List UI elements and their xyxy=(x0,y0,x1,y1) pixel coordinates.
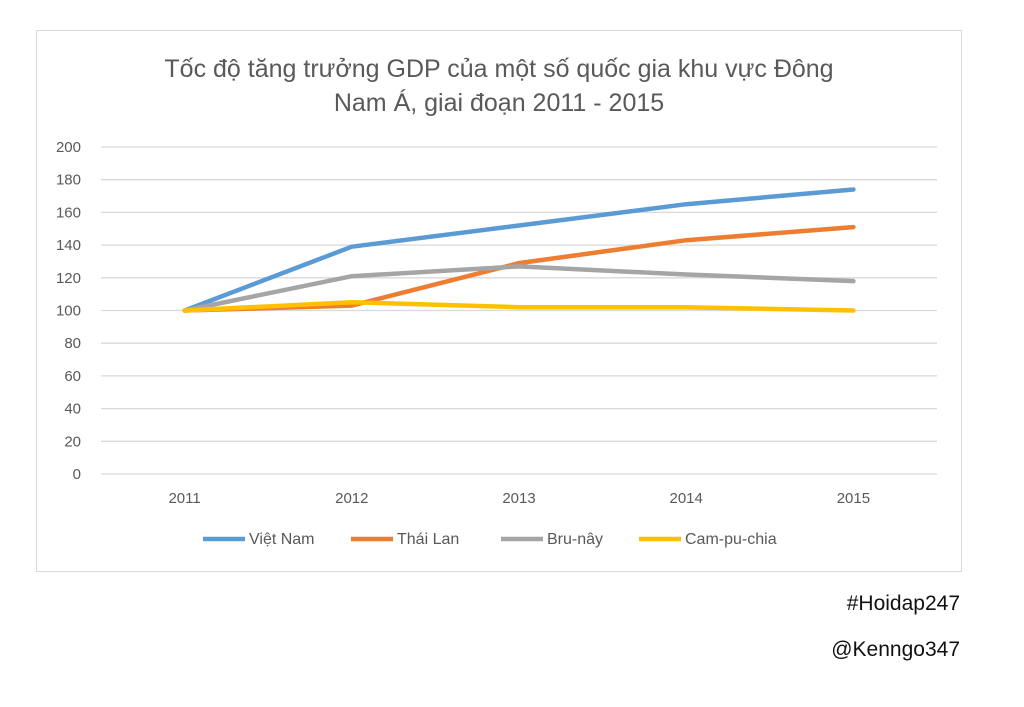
chart-title-line: Nam Á, giai đoạn 2011 - 2015 xyxy=(334,88,664,117)
series-lines xyxy=(182,187,856,313)
y-tick-label: 0 xyxy=(73,466,81,483)
legend-label: Bru-nây xyxy=(547,531,603,548)
y-tick-label: 160 xyxy=(56,204,81,221)
y-tick-label: 40 xyxy=(64,401,81,418)
series-line xyxy=(182,300,856,313)
y-tick-label: 200 xyxy=(56,139,81,156)
author-label: @Kenngo347 xyxy=(831,638,960,661)
series-line xyxy=(182,187,856,313)
x-tick-label: 2015 xyxy=(837,490,870,507)
chart-title-line: Tốc độ tăng trưởng GDP của một số quốc g… xyxy=(164,55,833,83)
x-tick-label: 2013 xyxy=(502,490,535,507)
x-tick-label: 2011 xyxy=(168,490,200,507)
x-tick-label: 2012 xyxy=(335,490,368,507)
chart-frame: Tốc độ tăng trưởng GDP của một số quốc g… xyxy=(36,30,962,572)
y-tick-label: 80 xyxy=(64,335,81,352)
series-line xyxy=(182,264,856,313)
legend-label: Cam-pu-chia xyxy=(685,531,777,548)
chart-title: Tốc độ tăng trưởng GDP của một số quốc g… xyxy=(164,55,833,117)
legend: Việt Nam Thái Lan Bru-nây Cam-pu-chia xyxy=(203,531,777,548)
y-tick-label: 140 xyxy=(56,237,81,254)
y-tick-label: 100 xyxy=(56,303,81,320)
y-tick-label: 60 xyxy=(64,368,81,385)
legend-label: Việt Nam xyxy=(249,531,315,548)
series-line xyxy=(182,224,856,313)
y-tick-label: 20 xyxy=(64,433,81,450)
hashtag-label: #Hoidap247 xyxy=(846,592,960,615)
x-tick-label: 2014 xyxy=(670,490,703,507)
y-axis-labels: 0 20 40 60 80 100 120 140 160 180 200 xyxy=(56,139,81,483)
y-tick-label: 180 xyxy=(56,172,81,189)
legend-label: Thái Lan xyxy=(397,531,459,548)
y-tick-label: 120 xyxy=(56,270,81,287)
line-chart: Tốc độ tăng trưởng GDP của một số quốc g… xyxy=(56,55,937,548)
x-axis-labels: 2011 2012 2013 2014 2015 xyxy=(168,490,870,507)
